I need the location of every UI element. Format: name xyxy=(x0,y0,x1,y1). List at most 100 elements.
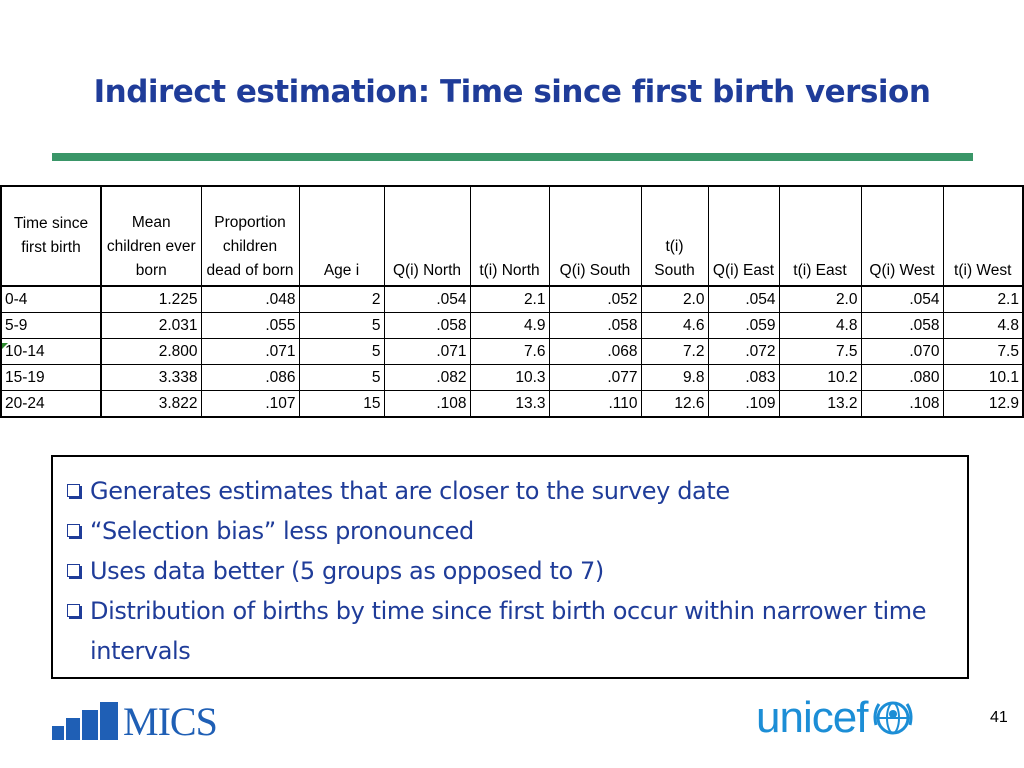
table-row: 10-14 2.800 .071 5 .071 7.6 .068 7.2 .07… xyxy=(0,338,1024,365)
table-cell: .086 xyxy=(200,364,300,391)
table-cell: 10.2 xyxy=(778,364,862,391)
table-cell: .083 xyxy=(707,364,780,391)
header-q-north: Q(i) North xyxy=(383,185,471,287)
table-cell: .070 xyxy=(860,338,944,365)
unicef-logo: unicef xyxy=(756,693,916,743)
mics-logo-text: MICS xyxy=(123,699,218,744)
table-cell: 2 xyxy=(298,285,385,313)
table-header-row: Time since first birth Mean children eve… xyxy=(0,185,1024,287)
table-cell: .054 xyxy=(707,285,780,313)
table-cell: 7.5 xyxy=(942,338,1024,365)
table-cell: .072 xyxy=(707,338,780,365)
table-cell: 2.800 xyxy=(100,338,202,365)
bullet-text: Uses data better (5 groups as opposed to… xyxy=(90,557,604,585)
mics-logo: MICS xyxy=(52,699,218,744)
table-cell: 10.1 xyxy=(942,364,1024,391)
header-t-east: t(i) East xyxy=(778,185,862,287)
header-mean-children: Mean children ever born xyxy=(100,185,202,287)
table-cell: .068 xyxy=(548,338,642,365)
estimation-table: Time since first birth Mean children eve… xyxy=(0,185,1024,418)
checkbox-bullet-icon xyxy=(67,564,80,577)
mics-bar-icon xyxy=(52,726,64,740)
bullet-item: “Selection bias” less pronounced xyxy=(65,511,955,551)
header-proportion-dead: Proportion children dead of born xyxy=(200,185,300,287)
table-cell: .109 xyxy=(707,390,780,418)
table-row: 20-24 3.822 .107 15 .108 13.3 .110 12.6 … xyxy=(0,390,1024,418)
table-cell: 12.9 xyxy=(942,390,1024,418)
page-number: 41 xyxy=(990,709,1008,726)
checkbox-bullet-icon xyxy=(67,604,80,617)
table-cell: .071 xyxy=(200,338,300,365)
slide-title: Indirect estimation: Time since first bi… xyxy=(93,74,931,110)
bullet-item: Distribution of births by time since fir… xyxy=(65,591,955,671)
table-cell: .055 xyxy=(200,312,300,339)
table-cell: 0-4 xyxy=(0,285,102,313)
table-cell: .108 xyxy=(383,390,471,418)
table-cell: .077 xyxy=(548,364,642,391)
mics-bar-icon xyxy=(66,718,80,740)
table-cell: 3.822 xyxy=(100,390,202,418)
table-cell: 10.3 xyxy=(469,364,550,391)
table-cell: .054 xyxy=(383,285,471,313)
header-q-east: Q(i) East xyxy=(707,185,780,287)
table-cell: .082 xyxy=(383,364,471,391)
unicef-emblem-icon xyxy=(873,701,913,735)
bullet-text: Distribution of births by time since fir… xyxy=(90,597,927,665)
table-row: 0-4 1.225 .048 2 .054 2.1 .052 2.0 .054 … xyxy=(0,285,1024,313)
table-cell: .107 xyxy=(200,390,300,418)
table-cell: 13.3 xyxy=(469,390,550,418)
table-cell: 4.6 xyxy=(640,312,709,339)
checkbox-bullet-icon xyxy=(67,484,80,497)
table-cell: 15 xyxy=(298,390,385,418)
table-cell: 5 xyxy=(298,312,385,339)
table-cell: 4.8 xyxy=(778,312,862,339)
table-cell: .080 xyxy=(860,364,944,391)
table-cell: 2.1 xyxy=(469,285,550,313)
table-cell: 7.6 xyxy=(469,338,550,365)
table-cell: 7.2 xyxy=(640,338,709,365)
table-cell: 4.9 xyxy=(469,312,550,339)
bullet-box: Generates estimates that are closer to t… xyxy=(51,455,969,679)
table-cell: 5-9 xyxy=(0,312,102,339)
unicef-logo-text: unicef xyxy=(756,693,868,742)
header-q-west: Q(i) West xyxy=(860,185,944,287)
table-cell: 7.5 xyxy=(778,338,862,365)
table-cell: 13.2 xyxy=(778,390,862,418)
table-cell: .058 xyxy=(383,312,471,339)
table-cell: 4.8 xyxy=(942,312,1024,339)
mics-bar-icon xyxy=(100,702,118,740)
bullet-item: Uses data better (5 groups as opposed to… xyxy=(65,551,955,591)
header-age-i: Age i xyxy=(298,185,385,287)
table-row: 15-19 3.338 .086 5 .082 10.3 .077 9.8 .0… xyxy=(0,364,1024,391)
table-cell: 1.225 xyxy=(100,285,202,313)
table-cell: 2.0 xyxy=(640,285,709,313)
table-cell: .052 xyxy=(548,285,642,313)
table-cell: 5 xyxy=(298,364,385,391)
table-row: 5-9 2.031 .055 5 .058 4.9 .058 4.6 .059 … xyxy=(0,312,1024,339)
table-cell: .058 xyxy=(548,312,642,339)
header-time-since-first-birth: Time since first birth xyxy=(0,185,102,287)
table-cell: 12.6 xyxy=(640,390,709,418)
header-t-south: t(i) South xyxy=(640,185,709,287)
table-cell: .071 xyxy=(383,338,471,365)
table-cell: 20-24 xyxy=(0,390,102,418)
bullet-item: Generates estimates that are closer to t… xyxy=(65,471,955,511)
table-cell: 5 xyxy=(298,338,385,365)
table-cell: 15-19 xyxy=(0,364,102,391)
table-cell: 10-14 xyxy=(0,338,102,365)
title-divider xyxy=(52,153,973,161)
table-cell: 2.0 xyxy=(778,285,862,313)
header-t-west: t(i) West xyxy=(942,185,1024,287)
table-cell: .048 xyxy=(200,285,300,313)
bullet-text: Generates estimates that are closer to t… xyxy=(90,477,730,505)
table-cell: 3.338 xyxy=(100,364,202,391)
table-cell: .110 xyxy=(548,390,642,418)
mics-bar-icon xyxy=(82,710,98,740)
bullet-text: “Selection bias” less pronounced xyxy=(90,517,474,545)
table-cell: 9.8 xyxy=(640,364,709,391)
table-cell: 2.1 xyxy=(942,285,1024,313)
table-cell: .054 xyxy=(860,285,944,313)
table-cell: .058 xyxy=(860,312,944,339)
table-cell: .059 xyxy=(707,312,780,339)
cell-comment-marker-icon xyxy=(2,343,8,349)
